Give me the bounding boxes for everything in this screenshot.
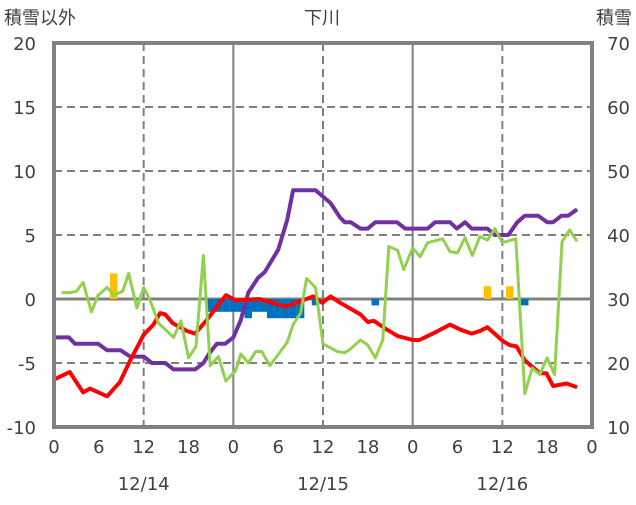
other-line [61, 227, 579, 396]
snow_change_negative-bar [289, 299, 297, 319]
chart-title: 下川 [304, 8, 340, 29]
y-tick-right: 70 [607, 34, 630, 55]
snow_change_positive-bar [506, 286, 514, 299]
plot-frame [52, 41, 594, 429]
snow_change_positive-bar [483, 286, 492, 299]
x-tick: 12 [312, 437, 335, 458]
snow_change_negative-bar [229, 299, 238, 312]
left-axis-label: 積雪以外 [4, 8, 76, 29]
x-tick: 18 [536, 437, 559, 458]
grid [54, 43, 592, 427]
x-tick: 0 [586, 437, 597, 458]
y-tick-left: -5 [18, 354, 36, 375]
x-tick: 0 [407, 437, 418, 458]
y-tick-right: 30 [607, 290, 630, 311]
y-tick-left: 5 [25, 226, 36, 247]
y-tick-left: 0 [25, 290, 36, 311]
snow_change_negative-bar [244, 299, 253, 319]
right-axis-label: 積雪 [596, 8, 632, 29]
y-tick-left: 20 [13, 34, 36, 55]
snow_change_negative-bar [371, 299, 380, 306]
date-label: 12/14 [118, 474, 170, 495]
lines [53, 188, 579, 399]
snow_change_negative-bar [311, 299, 320, 306]
date-label: 12/16 [476, 474, 528, 495]
x-tick: 18 [356, 437, 379, 458]
snow_depth-line [54, 188, 579, 372]
y-tick-right: 60 [607, 98, 630, 119]
x-tick: 6 [272, 437, 283, 458]
snow_change_positive-bar [110, 273, 118, 299]
x-tick: 0 [228, 437, 239, 458]
snow_change_negative-bar [222, 299, 230, 312]
x-tick: 12 [132, 437, 155, 458]
y-tick-right: 10 [607, 418, 630, 439]
snow_change_negative-bar [237, 299, 245, 312]
x-tick: 6 [452, 437, 463, 458]
x-tick: 12 [491, 437, 514, 458]
x-tick: 18 [177, 437, 200, 458]
snow_change_negative-bar [252, 299, 260, 312]
snow_change_negative-bar [521, 299, 529, 306]
y-tick-left: 15 [13, 98, 36, 119]
snow_change_negative-bar [274, 299, 282, 319]
y-tick-left: 10 [13, 162, 36, 183]
temperature-line [53, 293, 578, 399]
snow_change_negative-bar [266, 299, 275, 319]
snow_change_negative-bar [259, 299, 267, 312]
y-tick-right: 50 [607, 162, 630, 183]
x-tick: 0 [48, 437, 59, 458]
y-tick-right: 40 [607, 226, 630, 247]
date-label: 12/15 [297, 474, 349, 495]
x-tick: 6 [93, 437, 104, 458]
y-tick-right: 20 [607, 354, 630, 375]
y-tick-left: -10 [7, 418, 36, 439]
snow_change_negative-bar [207, 299, 215, 312]
